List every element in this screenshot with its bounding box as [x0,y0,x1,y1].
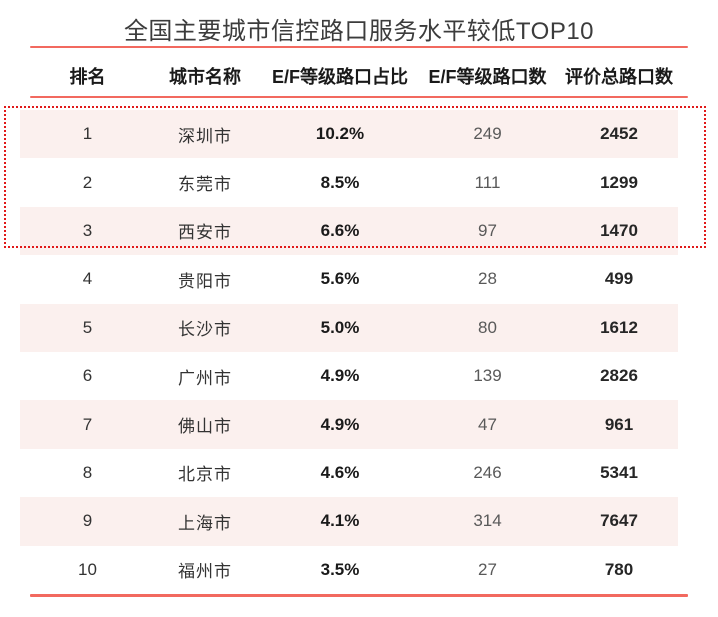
ratio-cell: 5.0% [320,317,360,337]
rank-cell: 6 [82,366,93,386]
table-row: 6 广州市 4.9% 139 2826 [20,352,678,400]
city-cell: 上海市 [178,513,232,533]
count-cell: 246 [473,462,502,482]
total-cell: 2826 [600,366,638,386]
table-row: 7 佛山市 4.9% 47 961 [20,400,678,449]
city-cell: 广州市 [178,368,232,388]
total-cell: 780 [604,559,634,579]
column-header: E/F等级路口占比 [271,67,408,87]
city-cell: 北京市 [178,465,232,485]
city-cell: 深圳市 [178,126,232,146]
total-cell: 961 [604,414,634,434]
count-cell: 139 [473,366,502,386]
ratio-cell: 8.5% [320,172,360,192]
rank-cell: 9 [82,511,93,531]
ratio-cell: 4.9% [320,414,360,434]
rank-cell: 4 [82,269,93,289]
page-title: 全国主要城市信控路口服务水平较低TOP10 [123,18,595,45]
ratio-cell: 5.6% [320,269,360,289]
count-cell: 111 [474,172,501,192]
rank-cell: 7 [82,414,93,434]
table-row: 3 西安市 6.6% 97 1470 [20,206,678,256]
total-cell: 499 [604,269,634,289]
city-cell: 福州市 [178,562,232,582]
rank-cell: 8 [82,462,93,482]
total-cell: 1470 [600,220,638,240]
column-header: 城市名称 [169,67,241,87]
table-row: 8 北京市 4.6% 246 5341 [20,449,678,497]
count-cell: 47 [478,414,497,434]
count-cell: 80 [478,317,497,337]
ratio-cell: 6.6% [320,220,360,240]
count-cell: 28 [478,269,497,289]
bottom-line [30,594,688,597]
city-cell: 东莞市 [178,175,232,195]
table-body: 1 深圳市 10.2% 249 2452 2 东莞市 8.5% 111 1299 3 西安市 6.6% 9… [20,110,678,594]
table-row: 2 东莞市 8.5% 111 1299 [20,158,678,206]
rank-cell: 5 [82,317,93,337]
ratio-cell: 4.1% [320,511,360,531]
count-cell: 97 [478,220,497,240]
ratio-cell: 4.9% [320,366,360,386]
total-cell: 5341 [600,462,638,482]
rank-cell: 3 [82,220,93,240]
table-row: 10 福州市 3.5% 27 780 [20,546,678,594]
column-header: 排名 [69,67,106,87]
column-header: 评价总路口数 [565,67,673,87]
rank-cell: 10 [78,559,97,579]
count-cell: 249 [473,124,502,144]
table-header: 排名 城市名称 E/F等级路口占比 E/F等级路口数 评价总路口数 [20,58,688,94]
table-row: 5 长沙市 5.0% 80 1612 [20,303,678,352]
header-underline [30,96,688,98]
city-cell: 佛山市 [178,417,232,437]
city-cell: 贵阳市 [178,271,232,291]
table-row: 9 上海市 4.1% 314 7647 [20,497,678,546]
column-header: E/F等级路口数 [428,67,547,87]
total-cell: 1299 [600,172,638,192]
title-underline [30,46,688,48]
total-cell: 7647 [600,511,638,531]
city-cell: 西安市 [178,223,232,243]
ratio-cell: 10.2% [315,124,365,144]
ratio-cell: 4.6% [320,462,360,482]
city-cell: 长沙市 [178,320,232,340]
count-cell: 27 [478,559,497,579]
ratio-cell: 3.5% [320,559,360,579]
table-row: 1 深圳市 10.2% 249 2452 [20,110,678,159]
total-cell: 2452 [600,124,638,144]
rank-cell: 1 [82,124,93,144]
total-cell: 1612 [600,317,638,337]
rank-cell: 2 [82,172,93,192]
count-cell: 314 [473,511,502,531]
table-row: 4 贵阳市 5.6% 28 499 [20,255,678,303]
